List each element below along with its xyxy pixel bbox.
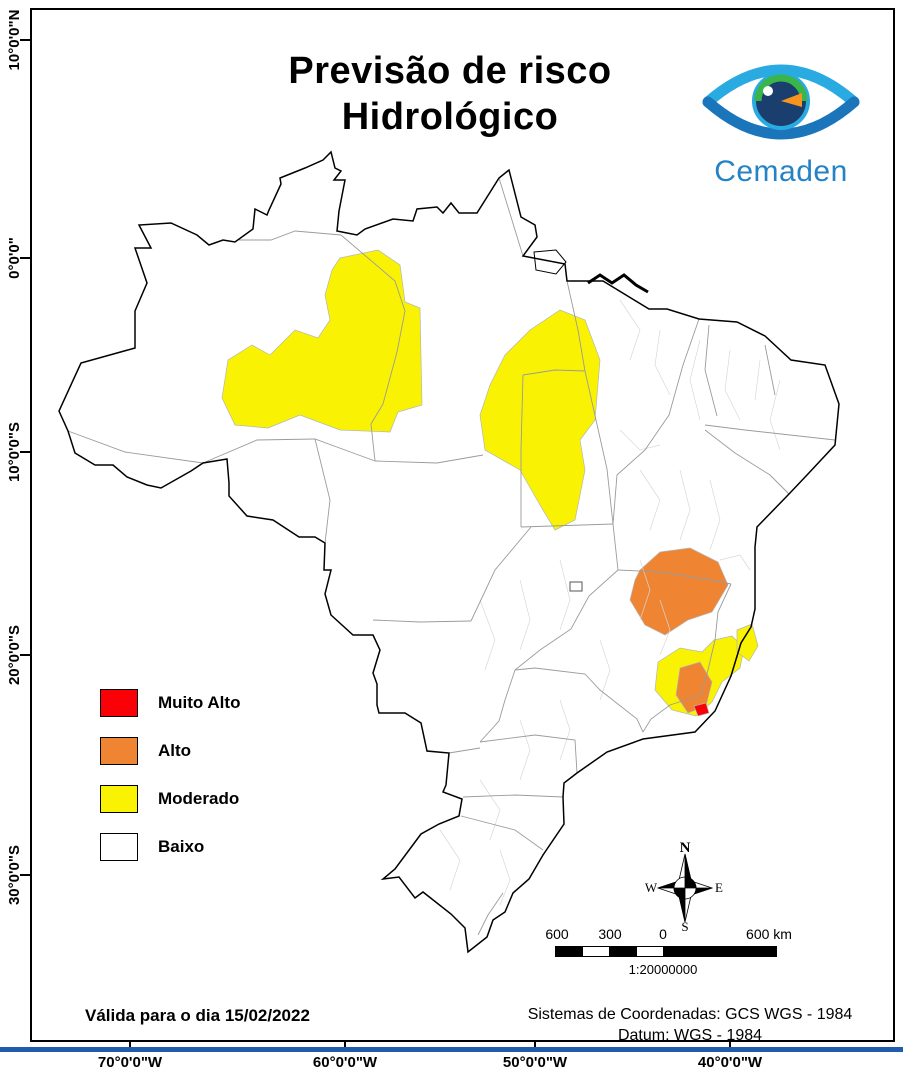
compass-w-label: W [645, 880, 658, 895]
region-moderado-para-tocantins [479, 309, 601, 531]
scale-bar-segments [555, 946, 777, 957]
legend-item-baixo: Baixo [100, 832, 240, 862]
compass-e-label: E [715, 880, 723, 895]
marajo-island [533, 249, 567, 275]
legend-swatch-muito-alto [100, 689, 138, 717]
compass-s-label: S [681, 919, 688, 933]
legend-swatch-alto [100, 737, 138, 765]
lat-label: 30°0'0"S [6, 844, 23, 906]
scale-bar: 600 300 0 600 km 1:20000000 [545, 926, 805, 982]
lon-tick [344, 1042, 346, 1051]
distrito-federal-outline [569, 581, 583, 592]
risk-regions [221, 249, 759, 717]
municipal-boundaries [439, 299, 781, 906]
legend-label: Moderado [158, 789, 240, 808]
brazil-outline [58, 150, 840, 954]
lat-tick [20, 654, 31, 656]
region-moderado-amazonas [221, 249, 423, 433]
legend-label: Baixo [158, 837, 205, 856]
title-line-1: Previsão de risco [288, 50, 612, 92]
lat-tick [20, 39, 31, 41]
bottom-accent-bar [0, 1047, 903, 1052]
lat-label: 10°0'0"S [6, 421, 23, 483]
lat-label: 0°0'0" [6, 237, 23, 279]
lat-label: 10°0'0"N [6, 9, 23, 71]
region-alto-oeste-minas [629, 547, 729, 636]
coord-system-line: Sistemas de Coordenadas: GCS WGS - 1984 [527, 1006, 853, 1023]
compass-rose: N W E S [645, 840, 723, 933]
legend-item-muito-alto: Muito Alto [100, 688, 240, 718]
lon-tick [729, 1042, 731, 1051]
lon-tick [129, 1042, 131, 1051]
legend-item-alto: Alto [100, 736, 240, 766]
scale-ratio: 1:20000000 [628, 962, 698, 977]
lon-label: 60°0'0"W [312, 1054, 378, 1071]
lat-label: 20°0'0"S [6, 624, 23, 686]
legend-swatch-baixo [100, 833, 138, 861]
scale-label: 300 [598, 926, 622, 942]
lat-tick [20, 874, 31, 876]
validity-date: Válida para o dia 15/02/2022 [85, 1006, 310, 1025]
amazon-delta-coast [587, 273, 649, 294]
compass-star-icon [656, 853, 714, 923]
legend-label: Alto [158, 741, 192, 760]
legend-item-moderado: Moderado [100, 784, 240, 814]
page-title: Previsão de risco Hidrológico [190, 48, 710, 141]
scale-label: 600 [545, 926, 569, 942]
scale-label: 0 [659, 926, 667, 942]
risk-legend: Muito Alto Alto Moderado Baixo [100, 688, 240, 880]
scale-label: 600 km [746, 926, 792, 942]
lon-label: 50°0'0"W [502, 1054, 568, 1071]
legend-swatch-moderado [100, 785, 138, 813]
region-moderado-espirito-santo [736, 623, 759, 662]
compass-n-label: N [680, 840, 691, 856]
lon-tick [534, 1042, 536, 1051]
legend-label: Muito Alto [158, 693, 241, 712]
lat-tick [20, 257, 31, 259]
cemaden-logo: Cemaden [688, 52, 874, 189]
coordinate-system-note: Sistemas de Coordenadas: GCS WGS - 1984 … [480, 1004, 900, 1046]
region-muito-alto-litoral-rio [693, 702, 710, 717]
lon-label: 70°0'0"W [97, 1054, 163, 1071]
lon-label: 40°0'0"W [697, 1054, 763, 1071]
cemaden-wordmark: Cemaden [714, 155, 848, 188]
datum-line: Datum: WGS - 1984 [617, 1027, 763, 1044]
cemaden-eye-icon [702, 64, 860, 140]
lat-tick [20, 451, 31, 453]
title-line-2: Hidrológico [341, 96, 559, 139]
state-boundaries [67, 177, 836, 936]
